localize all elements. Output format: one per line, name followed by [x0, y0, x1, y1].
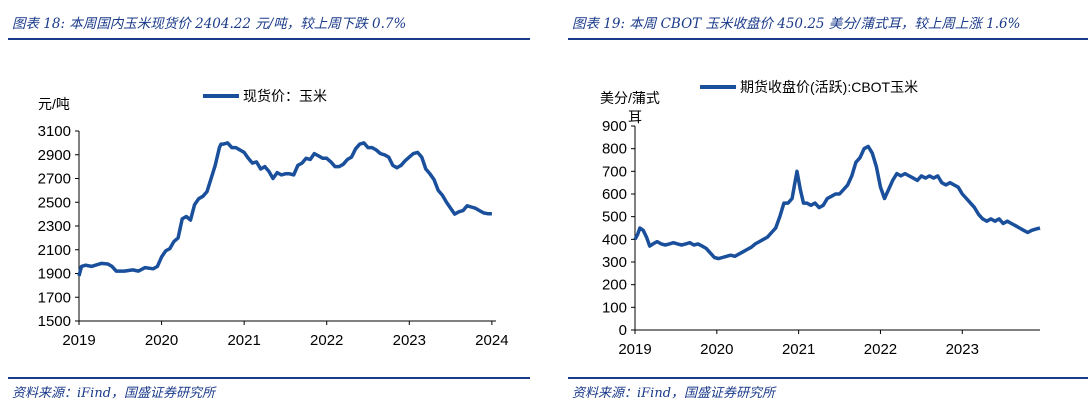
y-tick-label: 900 [602, 118, 627, 135]
caption-rule [8, 38, 530, 40]
y-tick-label: 2300 [38, 218, 71, 235]
source-note: 资料来源：iFind，国盛证券研究所 [12, 386, 216, 401]
y-tick-label: 1900 [38, 266, 71, 283]
x-tick-label: 2021 [782, 341, 815, 358]
y-axis-unit: 元/吨 [38, 96, 70, 112]
x-tick-label: 2023 [946, 341, 979, 358]
x-tick-label: 2019 [62, 332, 95, 349]
x-tick-label: 2022 [864, 341, 897, 358]
y-tick-label: 2700 [38, 171, 71, 188]
y-tick-label: 800 [602, 141, 627, 158]
legend-label: 现货价：玉米 [243, 88, 327, 104]
source-rule [568, 377, 1088, 379]
y-tick-label: 400 [602, 231, 627, 248]
legend-label: 期货收盘价(活跃):CBOT玉米 [740, 79, 918, 95]
y-tick-label: 1700 [38, 289, 71, 306]
y-tick-label: 100 [602, 299, 627, 316]
x-tick-label: 2024 [475, 332, 508, 349]
y-tick-label: 2100 [38, 242, 71, 259]
chart-panel-left: 图表 18: 本周国内玉米现货价 2404.22 元/吨，较上周下跌 0.7% … [0, 0, 530, 417]
y-tick-label: 700 [602, 163, 627, 180]
x-tick-label: 2020 [145, 332, 178, 349]
x-tick-label: 2023 [393, 332, 426, 349]
y-tick-label: 200 [602, 277, 627, 294]
y-tick-label: 0 [619, 322, 627, 339]
line-chart: 美分/蒲式 耳 0 100 200 300 400 500 600 700 800 900 2019… [600, 79, 1041, 358]
source-rule [8, 377, 530, 379]
line-chart: 元/吨 1500 1700 1900 2100 2300 2500 2700 2900 3100… [38, 88, 509, 349]
y-axis-unit-cont: 耳 [628, 109, 642, 125]
y-tick-label: 300 [602, 254, 627, 271]
y-tick-label: 3100 [38, 123, 71, 140]
x-tick-label: 2020 [700, 341, 733, 358]
y-tick-label: 2500 [38, 194, 71, 211]
y-tick-label: 500 [602, 209, 627, 226]
y-tick-label: 2900 [38, 147, 71, 164]
caption-rule [568, 38, 1088, 40]
y-axis-unit: 美分/蒲式 [600, 90, 660, 106]
x-tick-label: 2019 [618, 341, 651, 358]
chart-caption: 图表 19: 本周 CBOT 玉米收盘价 450.25 美分/蒲式耳，较上周上涨… [572, 16, 1021, 32]
series-line [633, 144, 1041, 261]
chart-caption: 图表 18: 本周国内玉米现货价 2404.22 元/吨，较上周下跌 0.7% [12, 16, 407, 32]
y-tick-label: 600 [602, 186, 627, 203]
x-tick-label: 2022 [310, 332, 343, 349]
series-line [77, 141, 492, 277]
y-tick-label: 1500 [38, 313, 71, 330]
x-tick-label: 2021 [227, 332, 260, 349]
chart-panel-right: 图表 19: 本周 CBOT 玉米收盘价 450.25 美分/蒲式耳，较上周上涨… [560, 0, 1088, 417]
source-note: 资料来源：iFind，国盛证券研究所 [572, 386, 776, 401]
